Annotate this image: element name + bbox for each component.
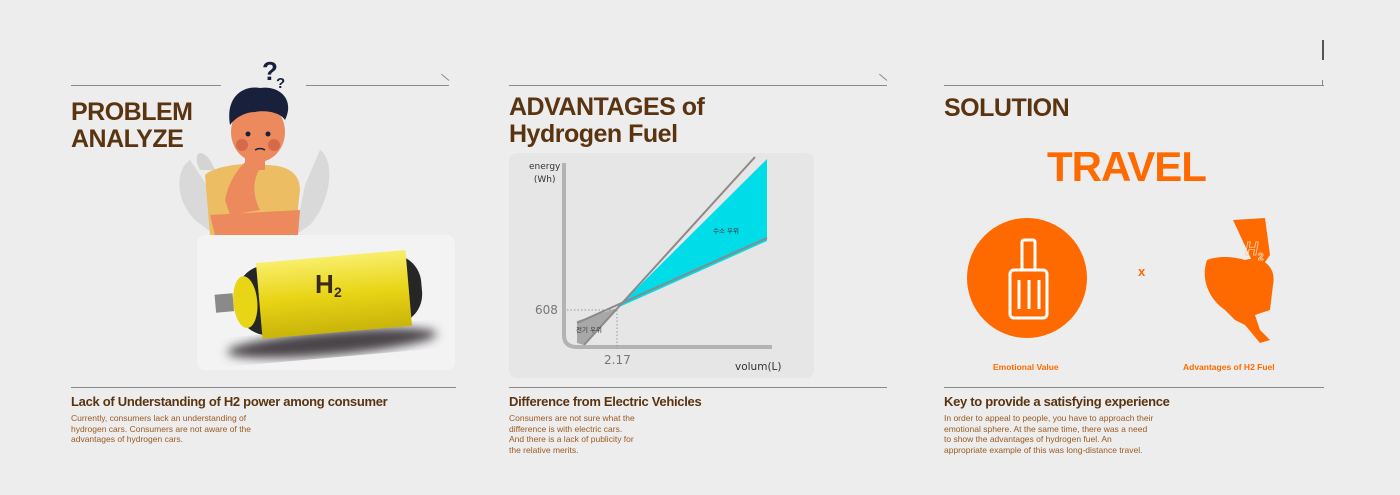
arrow-tick-icon — [879, 73, 888, 81]
y-axis-label-line1: energy — [529, 162, 561, 172]
section-top-rule — [71, 85, 221, 86]
x-tick-2-17: 2.17 — [604, 353, 631, 367]
svg-text:?: ? — [276, 75, 285, 92]
svg-text:?: ? — [262, 56, 278, 86]
description-line: Consumers are not sure what the — [509, 413, 635, 423]
section-description: In order to appeal to people, you have t… — [944, 413, 1153, 455]
heading-line-1: PROBLEM — [71, 98, 193, 126]
section-heading: SOLUTION — [944, 94, 1070, 122]
description-line: emotional sphere. At the same time, ther… — [944, 423, 1148, 434]
section-subtitle: Difference from Electric Vehicles — [509, 394, 702, 409]
heading-line-1: ADVANTAGES of — [509, 93, 705, 121]
rule-end-tick — [1322, 80, 1323, 86]
travel-highlight: TRAVEL — [1047, 143, 1207, 190]
heading-line-2: ANALYZE — [71, 125, 184, 153]
section-subtitle: Key to provide a satisfying experience — [944, 394, 1170, 409]
text-cursor-mark — [1322, 40, 1324, 60]
h2-advantages-caption: Advantages of H2 Fuel — [1183, 362, 1275, 372]
running-h2-mascot-icon: H 2 — [1204, 218, 1274, 343]
y-tick-608: 608 — [535, 303, 558, 317]
chart-plot — [562, 156, 772, 349]
hydrogen-advantage-label: 수소 우위 — [713, 227, 739, 235]
section-top-rule — [509, 85, 887, 86]
svg-text:2: 2 — [1258, 252, 1264, 263]
solution-section: SOLUTION Key to provide a satisfying exp… — [944, 0, 1324, 495]
multiply-symbol: x — [1138, 264, 1146, 279]
suitcase-icon — [967, 218, 1087, 338]
section-divider — [944, 387, 1324, 388]
description-line: appropriate example of this was long-dis… — [944, 444, 1143, 455]
mascot-h2-label: H — [1245, 239, 1259, 259]
confused-person-illustration: ? ? — [179, 56, 330, 235]
section-description: Consumers are not sure what the differen… — [509, 413, 635, 455]
advantages-section: ADVANTAGES of Hydrogen Fuel Difference f… — [509, 0, 888, 495]
tank-label: H — [315, 269, 334, 299]
section-top-rule — [944, 85, 1324, 86]
energy-volume-chart: energy (Wh) 608 2.17 volum(L) 수소 우위 전기 우… — [509, 153, 814, 378]
x-axis-label: volum(L) — [735, 361, 782, 373]
section-heading: ADVANTAGES of Hydrogen Fuel — [509, 93, 705, 148]
problem-section: PROBLEM ANALYZE — [71, 0, 456, 495]
description-line: the relative merits. — [509, 444, 579, 455]
y-axis-label-line2: (Wh) — [533, 175, 556, 185]
description-line: And there is a lack of publicity for — [509, 434, 634, 444]
description-line: In order to appeal to people, you have t… — [944, 413, 1154, 423]
hydrogen-tank-illustration: H 2 — [214, 249, 437, 359]
arrow-tick-icon — [441, 73, 450, 81]
description-line: difference is with electric cars. — [509, 423, 623, 434]
description-line: to show the advantages of hydrogen fuel.… — [944, 434, 1112, 444]
electric-advantage-label: 전기 우위 — [576, 326, 602, 334]
section-top-rule-right — [306, 85, 449, 86]
section-heading: PROBLEM ANALYZE — [71, 99, 193, 153]
heading-line-2: Hydrogen Fuel — [509, 120, 678, 148]
svg-text:2: 2 — [334, 284, 342, 300]
y-axis-label: energy (Wh) — [529, 161, 560, 187]
section-divider — [509, 387, 887, 388]
emotional-value-caption: Emotional Value — [993, 362, 1059, 372]
